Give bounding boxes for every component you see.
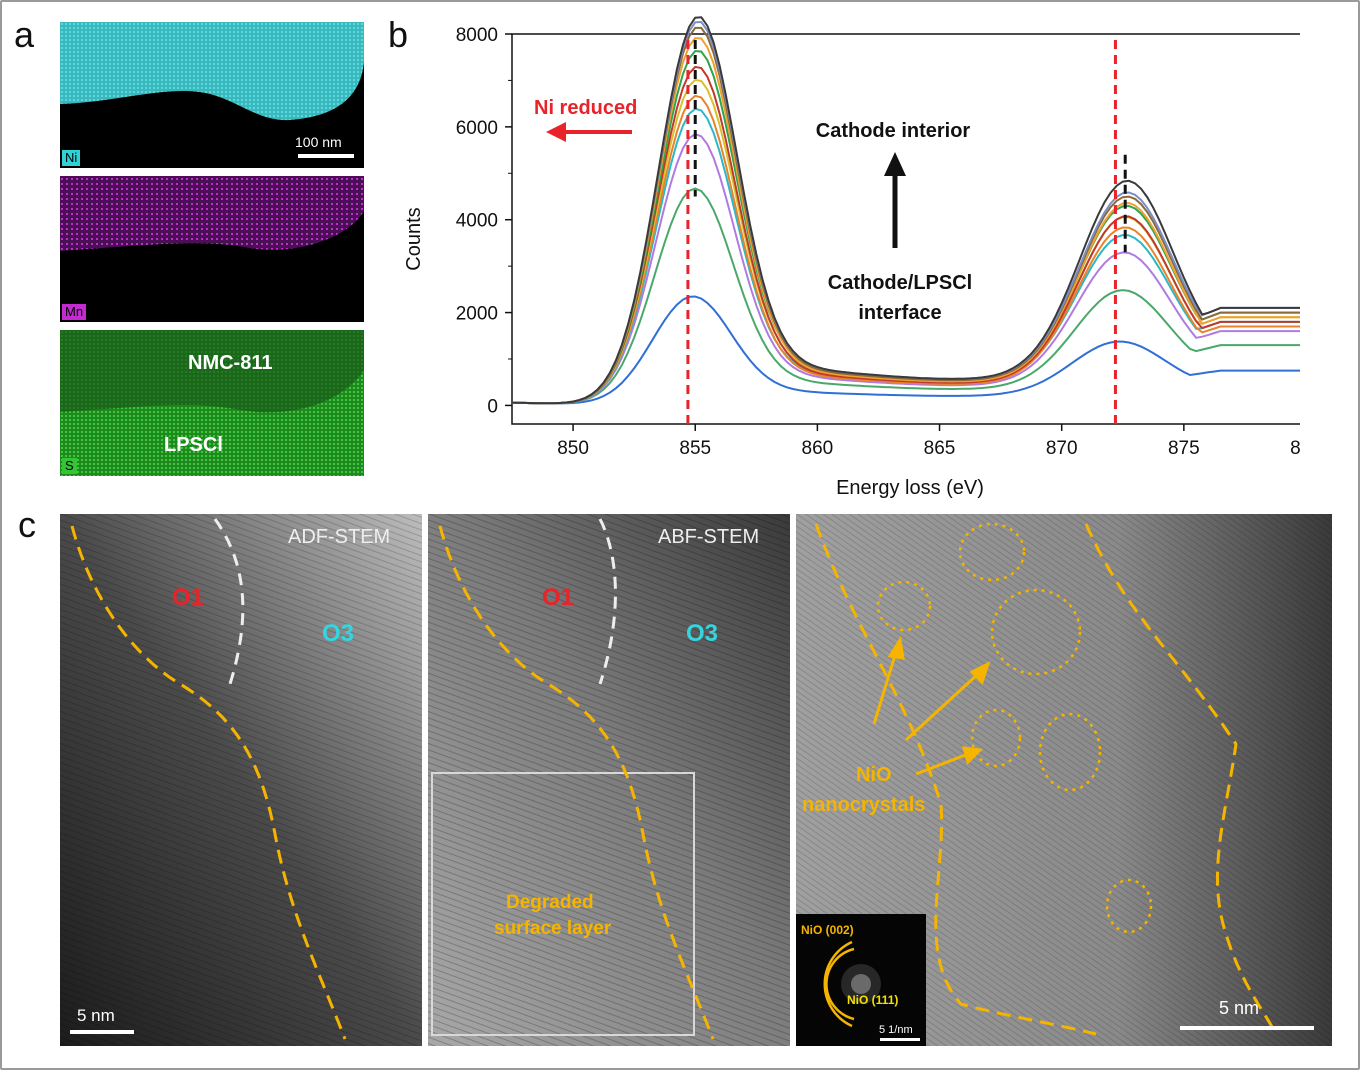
label-o1-abf: O1 bbox=[542, 584, 575, 611]
x-tick-label: 875 bbox=[1168, 438, 1200, 459]
abf-stem-micrograph bbox=[428, 514, 790, 1046]
label-degraded: Degraded bbox=[506, 892, 594, 913]
y-tick-label: 6000 bbox=[456, 118, 498, 139]
element-tag-mn: Mn bbox=[62, 304, 87, 320]
label-nio-002: NiO (002) bbox=[801, 923, 854, 937]
nio-pointer-arrows bbox=[872, 635, 991, 776]
annotation-cathode-interior: Cathode interior bbox=[816, 120, 971, 142]
inset-scale-bar bbox=[880, 1038, 920, 1041]
label-o1-adf: O1 bbox=[172, 584, 205, 611]
element-tag-s: S bbox=[62, 458, 77, 474]
annotation-interface-1: Cathode/LPSCl bbox=[828, 272, 972, 294]
label-nio: NiO bbox=[856, 764, 892, 786]
degraded-layer-box bbox=[431, 772, 695, 1036]
inset-scale-label: 5 1/nm bbox=[879, 1024, 913, 1036]
ni-map-image bbox=[60, 22, 364, 121]
x-axis-label: Energy loss (eV) bbox=[836, 477, 984, 499]
scale-label-hrtem: 5 nm bbox=[1219, 998, 1260, 1018]
y-tick-label: 2000 bbox=[456, 304, 498, 325]
label-adf-stem: ADF-STEM bbox=[288, 526, 391, 548]
fft-pattern bbox=[823, 940, 881, 1028]
eds-map-mn: Mn bbox=[60, 176, 364, 322]
label-surface-layer: surface layer bbox=[494, 918, 612, 939]
label-nmc-811: NMC-811 bbox=[188, 352, 273, 374]
scale-bar-adf bbox=[70, 1030, 134, 1034]
y-axis-label: Counts bbox=[403, 207, 425, 270]
eels-spectrum-line bbox=[511, 16, 1300, 405]
eds-map-s: NMC-811 LPSCl S bbox=[60, 330, 364, 476]
hrtem-image: NiO nanocrystals 5 nm NiO (002) NiO (111… bbox=[796, 514, 1332, 1046]
x-tick-label: 865 bbox=[924, 438, 956, 459]
x-tick-label: 880 bbox=[1290, 438, 1300, 459]
element-tag-ni: Ni bbox=[62, 150, 81, 166]
label-abf-stem: ABF-STEM bbox=[658, 526, 760, 548]
adf-stem-micrograph bbox=[60, 514, 422, 1046]
panel-label-b: b bbox=[388, 14, 409, 55]
fft-inset: NiO (002) NiO (111) 5 1/nm bbox=[796, 914, 926, 1046]
x-tick-label: 860 bbox=[802, 438, 834, 459]
s-map-image bbox=[60, 330, 364, 476]
scale-label-100nm: 100 nm bbox=[295, 134, 342, 150]
plot-frame bbox=[511, 33, 1300, 425]
eels-spectrum-line bbox=[511, 107, 1300, 405]
chart-series bbox=[511, 16, 1300, 405]
scale-bar-hrtem bbox=[1180, 1026, 1314, 1030]
black-arrow-up bbox=[884, 152, 906, 248]
chart-axes: 850 855 860 865 870 875 880 0 2000 4000 6000 8000 bbox=[456, 25, 1300, 459]
annotation-ni-reduced: Ni reduced bbox=[534, 97, 637, 119]
mn-map-image bbox=[60, 176, 364, 251]
scale-label-adf: 5 nm bbox=[77, 1006, 115, 1025]
eels-spectrum-line bbox=[511, 94, 1300, 405]
y-tick-label: 0 bbox=[487, 396, 498, 417]
panel-label-a: a bbox=[14, 14, 35, 55]
eels-spectrum-line bbox=[511, 295, 1300, 405]
label-lpscl: LPSCl bbox=[164, 434, 223, 456]
y-tick-label: 8000 bbox=[456, 25, 498, 46]
label-nanocrystals: nanocrystals bbox=[802, 794, 926, 816]
abf-stem-image: ABF-STEM O1 O3 Degraded surface layer bbox=[428, 514, 790, 1046]
x-tick-label: 855 bbox=[679, 438, 711, 459]
reference-lines bbox=[686, 40, 1127, 424]
eels-chart: 850 855 860 865 870 875 880 0 2000 4000 6000 8000 E… bbox=[403, 16, 1300, 499]
panel-label-c: c bbox=[18, 504, 36, 545]
label-o3-adf: O3 bbox=[322, 620, 355, 647]
eels-spectrum-line bbox=[511, 132, 1300, 405]
x-tick-label: 870 bbox=[1046, 438, 1078, 459]
label-nio-111: NiO (111) bbox=[847, 993, 899, 1007]
eds-map-ni: 100 nm Ni bbox=[60, 22, 364, 168]
annotation-interface-2: interface bbox=[858, 302, 941, 324]
eels-spectrum-line bbox=[511, 187, 1300, 405]
y-tick-label: 4000 bbox=[456, 211, 498, 232]
red-arrow-left bbox=[546, 122, 632, 142]
nio-nanocrystal-circles bbox=[876, 522, 1153, 934]
adf-stem-image: ADF-STEM O1 O3 5 nm bbox=[60, 514, 422, 1046]
label-o3-abf: O3 bbox=[686, 620, 719, 647]
x-tick-label: 850 bbox=[557, 438, 589, 459]
scale-bar bbox=[298, 154, 354, 158]
